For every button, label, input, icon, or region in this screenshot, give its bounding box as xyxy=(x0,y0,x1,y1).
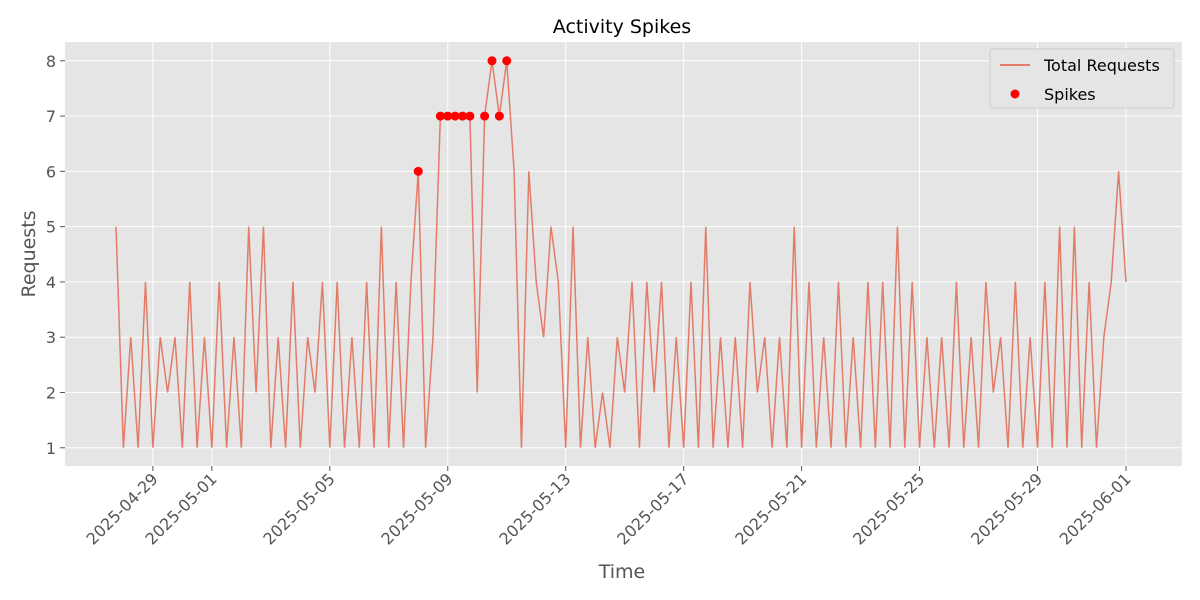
spike-point xyxy=(450,111,460,121)
legend-box xyxy=(989,48,1175,109)
spike-point xyxy=(502,56,512,66)
y-axis-label: Requests xyxy=(18,210,40,297)
x-tick-label: 2025-05-21 xyxy=(731,469,810,548)
legend-label: Total Requests xyxy=(1043,56,1160,75)
spike-point xyxy=(435,111,445,121)
x-tick-label: 2025-05-17 xyxy=(613,469,692,548)
spike-point xyxy=(457,111,467,121)
x-tick-label: 2025-05-29 xyxy=(967,469,1046,548)
y-tick-label: 4 xyxy=(46,273,56,292)
x-tick-label: 2025-05-05 xyxy=(259,469,338,548)
spike-point xyxy=(487,56,497,66)
y-tick-label: 5 xyxy=(46,218,56,237)
chart-title: Activity Spikes xyxy=(553,16,691,38)
legend-marker xyxy=(1010,89,1020,99)
y-tick-label: 6 xyxy=(46,162,56,181)
y-tick-label: 1 xyxy=(46,439,56,458)
spike-point xyxy=(443,111,453,121)
x-tick-label: 2025-05-25 xyxy=(849,469,928,548)
spike-point xyxy=(480,111,490,121)
series-line xyxy=(115,60,1127,448)
spike-point xyxy=(494,111,504,121)
y-tick-label: 3 xyxy=(46,328,56,347)
x-tick-label: 2025-05-13 xyxy=(495,469,574,548)
legend-label: Spikes xyxy=(1044,85,1096,104)
plot-area xyxy=(65,42,1182,466)
x-tick-label: 2025-05-09 xyxy=(377,469,456,548)
x-axis-label: Time xyxy=(598,561,646,583)
spike-point xyxy=(465,111,475,121)
spike-point xyxy=(413,166,423,176)
y-tick-label: 2 xyxy=(46,383,56,402)
y-tick-label: 7 xyxy=(46,107,56,126)
x-tick-label: 2025-06-01 xyxy=(1056,469,1135,548)
y-tick-label: 8 xyxy=(46,52,56,71)
